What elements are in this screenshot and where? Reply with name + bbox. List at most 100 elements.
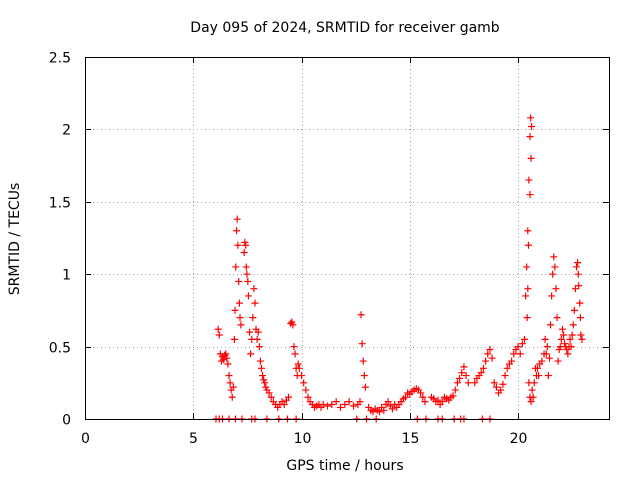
data-point [458,369,466,377]
data-point [222,350,230,358]
data-point [508,357,516,365]
x-tick-label: 0 [81,431,90,447]
y-tick-label: 0 [62,413,71,429]
data-point [462,372,470,380]
data-point [332,398,340,406]
data-point [228,393,236,401]
data-point [220,356,228,364]
data-point [265,389,273,397]
data-point [337,403,345,411]
data-point [553,314,561,322]
data-point [576,299,584,307]
data-point [569,321,577,329]
data-point [524,227,532,235]
data-point [246,328,254,336]
data-point [280,401,288,409]
data-point [345,398,353,406]
x-tick-label: 20 [510,431,528,447]
data-point [521,335,529,343]
data-point [294,360,302,368]
data-point [361,383,369,391]
data-point [256,357,264,365]
data-point [242,241,250,249]
y-tick-label: 2 [62,123,71,139]
data-point [356,398,364,406]
data-point [235,299,243,307]
data-point [233,227,241,235]
data-point [417,389,425,397]
data-point [289,321,297,329]
x-tick-label: 15 [402,431,420,447]
data-point [551,263,559,271]
data-point [501,372,509,380]
data-point [451,386,459,394]
data-point [360,372,368,380]
chart-title: Day 095 of 2024, SRMTID for receiver gam… [190,20,500,36]
data-point [419,393,427,401]
data-point [290,343,298,351]
data-point [388,405,396,413]
data-point [542,350,550,358]
data-point [549,270,557,278]
data-point [285,393,293,401]
data-point [526,191,534,199]
data-point [573,263,581,271]
data-point [449,392,457,400]
data-point [341,401,349,409]
data-point [526,133,534,141]
data-point [547,321,555,329]
data-point [527,123,535,131]
data-point [477,369,485,377]
data-point [541,335,549,343]
data-point [527,154,535,162]
y-tick-label: 1.5 [49,196,71,212]
data-point [490,379,498,387]
data-point [244,292,252,300]
data-point [550,253,558,261]
data-point [254,328,262,336]
y-tick-label: 0.5 [49,341,71,357]
data-point [324,402,332,410]
data-point [384,398,392,406]
data-points [212,114,586,423]
data-point [421,398,429,406]
data-point [524,241,532,249]
axis-ticks [85,57,609,420]
data-point [375,408,383,416]
data-point [453,379,461,387]
data-point [358,340,366,348]
data-point [538,357,546,365]
data-point [558,325,566,333]
data-point [557,335,565,343]
data-point [235,277,243,285]
data-point [253,335,261,343]
data-point [460,363,468,371]
data-point [243,270,251,278]
data-point [302,386,310,394]
data-point [523,314,531,322]
data-point [564,350,572,358]
data-point [560,331,568,339]
data-point [464,379,472,387]
data-point [527,398,535,406]
data-point [528,386,536,394]
data-point [233,215,241,223]
data-point [567,343,575,351]
data-point [298,372,306,380]
data-point [349,402,357,410]
data-point [518,340,526,348]
data-point [482,357,490,365]
data-point [566,335,574,343]
data-point [380,406,388,414]
data-point [522,292,530,300]
data-point [259,372,267,380]
data-point [523,263,531,271]
data-point [291,350,299,358]
data-point [434,396,442,404]
data-point [527,114,535,122]
data-point [578,335,586,343]
tick-labels: 0 5 10 15 20 0 0.5 1 1.5 2 2.5 [49,51,528,448]
data-point [516,350,524,358]
data-point [251,299,259,307]
